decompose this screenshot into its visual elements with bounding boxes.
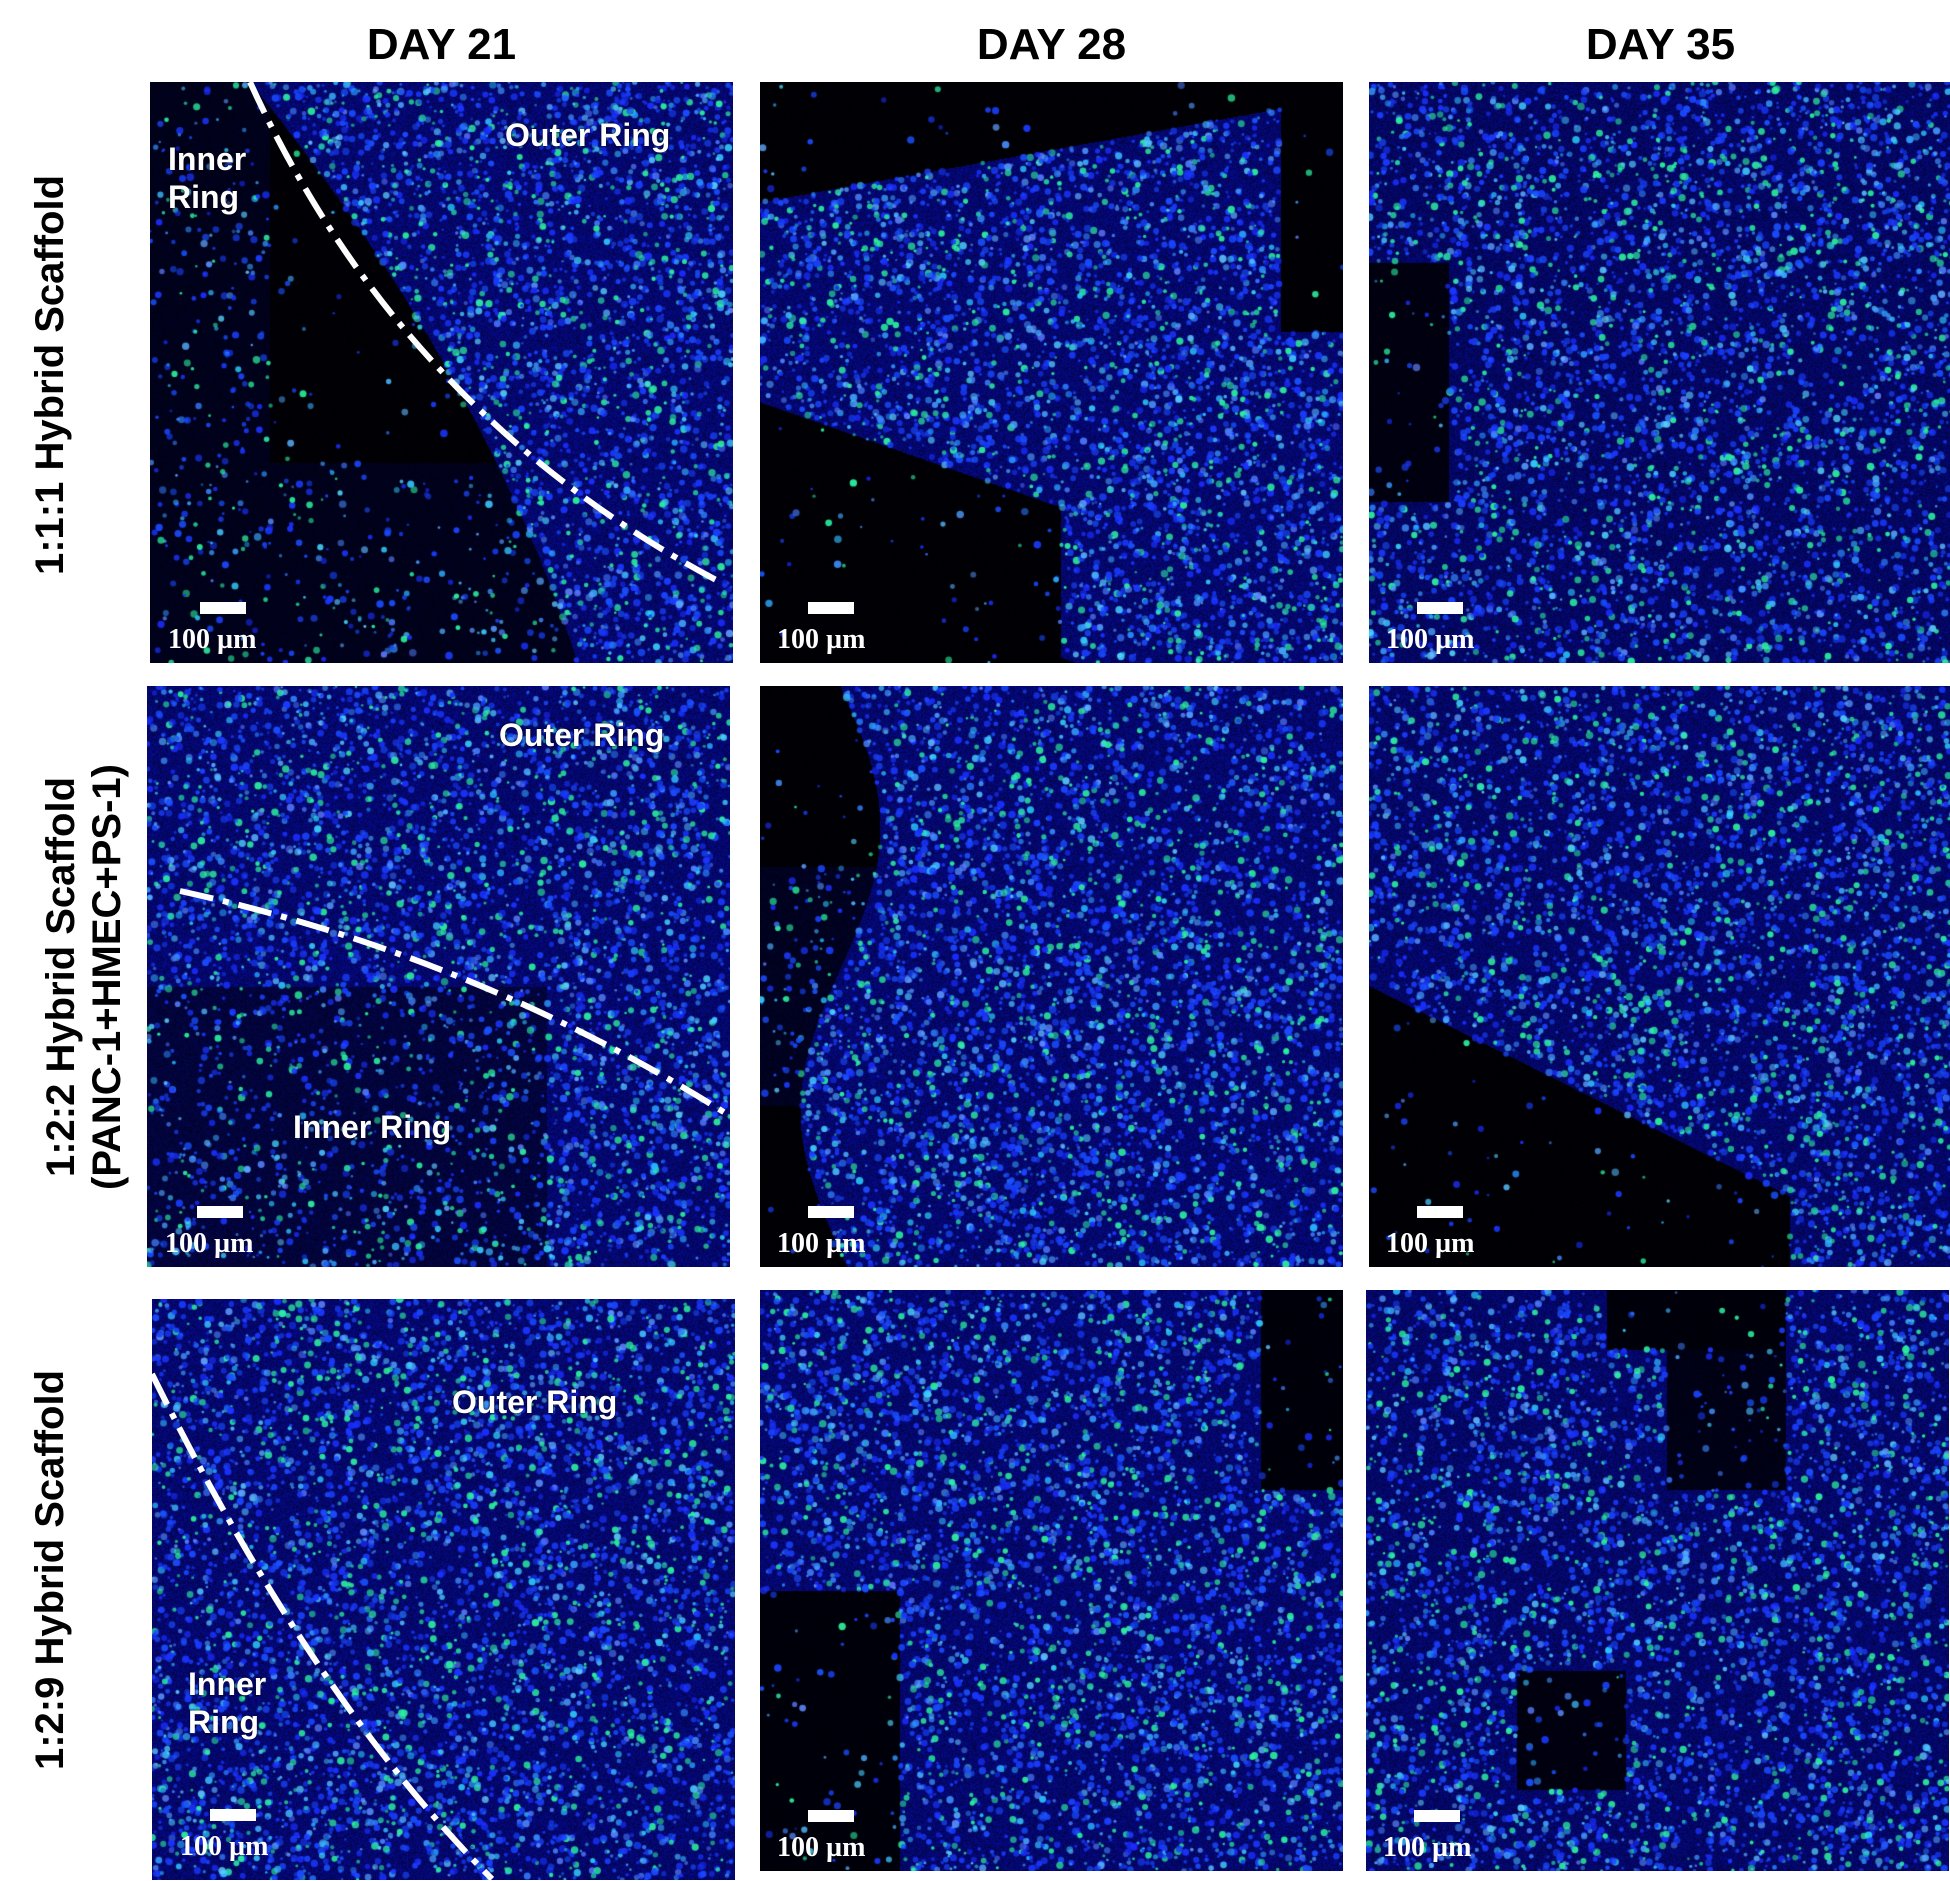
- scale-bar: [808, 602, 854, 614]
- micrograph-129-day35: 100 µm: [1366, 1290, 1949, 1871]
- micrograph-122-day21: Outer Ring Inner Ring 100 µm: [147, 686, 730, 1267]
- column-header-day35: DAY 35: [1585, 20, 1736, 69]
- inner-ring-label: Inner Ring: [168, 141, 247, 215]
- outer-ring-label: Outer Ring: [505, 117, 671, 153]
- micrograph-111-day35: 100 µm: [1369, 82, 1950, 663]
- micrograph-image: [147, 686, 730, 1267]
- row-label-122-line2: (PANC-1+HMEC+PS-1): [85, 764, 129, 1190]
- micrograph-129-day21: Outer Ring Inner Ring 100 µm: [152, 1299, 735, 1880]
- micrograph-image: [760, 1290, 1343, 1871]
- scale-bar: [1417, 602, 1463, 614]
- row-label-111-line1: 1:1:1 Hybrid Scaffold: [28, 174, 72, 576]
- row-label-111: 1:1:1 Hybrid Scaffold: [27, 175, 73, 575]
- ring-boundary-line: [152, 1372, 495, 1880]
- row-label-129: 1:2:9 Hybrid Scaffold: [27, 1370, 73, 1770]
- scale-bar: [1417, 1206, 1463, 1218]
- row-label-122: 1:2:2 Hybrid Scaffold (PANC-1+HMEC+PS-1): [38, 764, 130, 1190]
- ring-boundary-line: [179, 888, 730, 1119]
- micrograph-111-day21: Inner Ring Outer Ring 100 µm: [150, 82, 733, 663]
- inner-ring-label: Inner Ring: [293, 1109, 452, 1145]
- scale-bar-label: 100 µm: [777, 1228, 866, 1259]
- micrograph-129-day28: 100 µm: [760, 1290, 1343, 1871]
- row-label-122-line1: 1:2:2 Hybrid Scaffold: [39, 776, 83, 1178]
- micrograph-image: [1366, 1290, 1949, 1871]
- column-header-day21: DAY 21: [366, 20, 517, 69]
- scale-bar-label: 100 µm: [1386, 624, 1475, 655]
- scale-bar: [808, 1810, 854, 1822]
- micrograph-image: [152, 1299, 735, 1880]
- outer-ring-label: Outer Ring: [452, 1384, 618, 1420]
- micrograph-122-day35: 100 µm: [1369, 686, 1950, 1267]
- inner-ring-label: Inner Ring: [188, 1666, 267, 1740]
- column-header-day28: DAY 28: [976, 20, 1127, 69]
- scale-bar-label: 100 µm: [168, 624, 257, 655]
- scale-bar-label: 100 µm: [777, 624, 866, 655]
- micrograph-image: [1369, 686, 1950, 1267]
- scale-bar: [200, 602, 246, 614]
- micrograph-image: [1369, 82, 1950, 663]
- scale-bar: [210, 1809, 256, 1821]
- outer-ring-label: Outer Ring: [499, 717, 665, 753]
- micrograph-122-day28: 100 µm: [760, 686, 1343, 1267]
- row-label-129-line1: 1:2:9 Hybrid Scaffold: [28, 1369, 72, 1771]
- micrograph-image: [760, 686, 1343, 1267]
- scale-bar-label: 100 µm: [180, 1831, 269, 1862]
- micrograph-image: [760, 82, 1343, 663]
- scale-bar-label: 100 µm: [1383, 1832, 1472, 1863]
- micrograph-111-day28: 100 µm: [760, 82, 1343, 663]
- scale-bar: [197, 1206, 243, 1218]
- scale-bar-label: 100 µm: [1386, 1228, 1475, 1259]
- scale-bar: [1414, 1810, 1460, 1822]
- ring-boundary-line: [247, 82, 720, 584]
- scale-bar-label: 100 µm: [165, 1228, 254, 1259]
- scale-bar-label: 100 µm: [777, 1832, 866, 1863]
- scale-bar: [808, 1206, 854, 1218]
